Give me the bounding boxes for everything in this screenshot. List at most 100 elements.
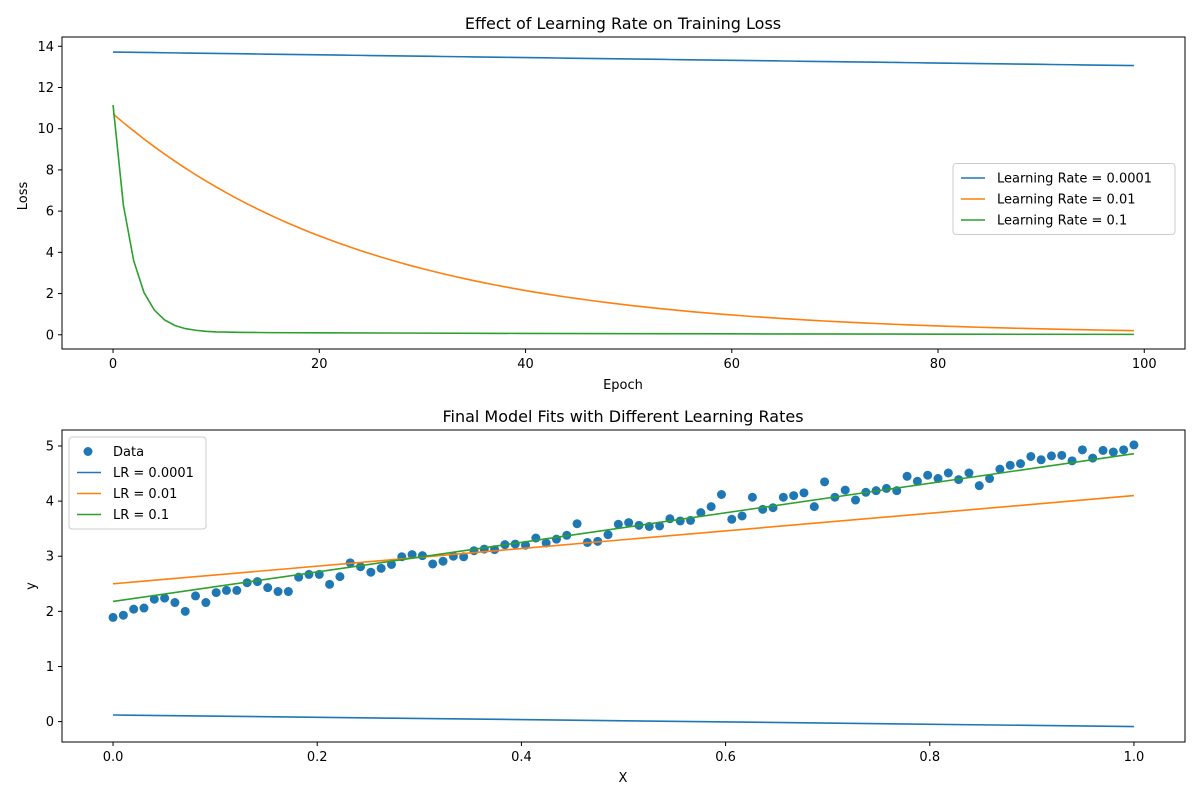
y-tick-label: 1 — [46, 660, 54, 675]
data-point — [551, 534, 561, 544]
y-tick-label: 2 — [46, 287, 54, 302]
x-tick-label: 0.8 — [919, 750, 940, 765]
x-tick-label: 60 — [724, 357, 741, 372]
legend-marker — [83, 447, 93, 456]
data-point — [304, 569, 314, 579]
loss-series-line-2 — [112, 113, 1134, 332]
y-tick-label: 5 — [46, 439, 54, 454]
data-point — [974, 481, 984, 491]
data-point — [221, 585, 231, 595]
legend-label: Data — [113, 445, 144, 460]
data-point — [923, 470, 933, 480]
data-point — [1067, 456, 1077, 466]
data-point — [252, 577, 262, 587]
data-point — [356, 562, 366, 572]
x-tick-label: 0.0 — [103, 750, 124, 765]
data-point — [428, 559, 438, 569]
data-point — [572, 519, 582, 529]
data-point — [191, 591, 201, 601]
fit-chart-ylabel: y — [24, 582, 39, 590]
loss-chart-title: Effect of Learning Rate on Training Loss — [465, 14, 781, 33]
data-point — [964, 468, 974, 478]
data-point — [706, 502, 716, 512]
data-point — [727, 514, 737, 524]
data-point — [201, 598, 211, 608]
x-tick-label: 40 — [517, 357, 534, 372]
data-point — [108, 612, 118, 622]
y-tick-label: 12 — [37, 81, 54, 96]
data-point — [881, 483, 891, 493]
data-point — [747, 492, 757, 502]
data-point — [469, 546, 479, 556]
y-tick-label: 0 — [46, 328, 54, 343]
data-point — [407, 550, 417, 560]
fit-legend-box — [68, 436, 207, 530]
fit-chart-xlabel: X — [619, 771, 628, 786]
y-tick-label: 10 — [37, 122, 54, 137]
data-point — [851, 495, 861, 505]
data-point — [716, 489, 726, 499]
data-point — [438, 556, 448, 566]
loss-series-line-3 — [112, 104, 1134, 336]
y-tick-label: 2 — [46, 605, 54, 620]
x-tick-label: 100 — [1132, 357, 1157, 372]
data-point — [737, 511, 747, 521]
data-point — [376, 563, 386, 573]
data-point — [985, 474, 995, 484]
legend-label: Learning Rate = 0.01 — [997, 193, 1135, 208]
data-point — [1046, 451, 1056, 461]
data-point — [1108, 447, 1118, 457]
data-point — [902, 471, 912, 481]
data-point — [1129, 440, 1139, 450]
data-point — [778, 492, 788, 502]
data-point — [170, 598, 180, 608]
data-point — [129, 604, 139, 614]
x-tick-label: 0.6 — [715, 750, 736, 765]
data-point — [325, 579, 335, 589]
data-point — [603, 530, 613, 540]
loss-series-line-1 — [113, 51, 1134, 67]
data-point — [263, 583, 273, 593]
legend-label: LR = 0.01 — [113, 487, 177, 502]
data-point — [943, 468, 953, 478]
data-point — [613, 519, 623, 529]
data-point — [160, 593, 170, 603]
x-tick-label: 0 — [109, 357, 117, 372]
data-point — [273, 587, 283, 597]
data-point — [624, 518, 634, 528]
data-point — [995, 464, 1005, 474]
data-point — [655, 521, 665, 531]
data-point — [1098, 445, 1108, 455]
data-point — [809, 502, 819, 512]
data-point — [283, 587, 293, 597]
data-point — [180, 606, 190, 616]
data-point — [1016, 459, 1026, 469]
y-tick-label: 0 — [46, 715, 54, 730]
legend-label: Learning Rate = 0.1 — [997, 214, 1127, 229]
data-point — [675, 516, 685, 526]
data-point — [840, 485, 850, 495]
data-point — [1005, 460, 1015, 470]
y-tick-label: 3 — [46, 550, 54, 565]
legend-label: LR = 0.1 — [113, 508, 169, 523]
loss-chart-plot-area: 0 20 40 60 80 100 0 2 4 6 8 10 12 14 Learning Rate = 0… — [37, 36, 1186, 372]
data-point — [1036, 455, 1046, 465]
y-tick-label: 6 — [46, 205, 54, 220]
data-point — [366, 567, 376, 577]
data-point — [232, 585, 242, 595]
loss-chart: Effect of Learning Rate on Training Loss… — [16, 14, 1186, 393]
data-point — [335, 572, 345, 582]
fit-axes-frame — [61, 429, 1186, 743]
y-tick-label: 4 — [46, 495, 54, 510]
fit-chart: Final Model Fits with Different Learning… — [24, 407, 1186, 786]
data-point — [912, 476, 922, 486]
loss-legend-box — [952, 163, 1176, 235]
data-point — [149, 594, 159, 604]
data-point — [696, 508, 706, 518]
data-point — [799, 488, 809, 498]
legend-label: Learning Rate = 0.0001 — [997, 172, 1152, 187]
loss-chart-xlabel: Epoch — [603, 378, 643, 393]
data-point — [459, 552, 469, 562]
